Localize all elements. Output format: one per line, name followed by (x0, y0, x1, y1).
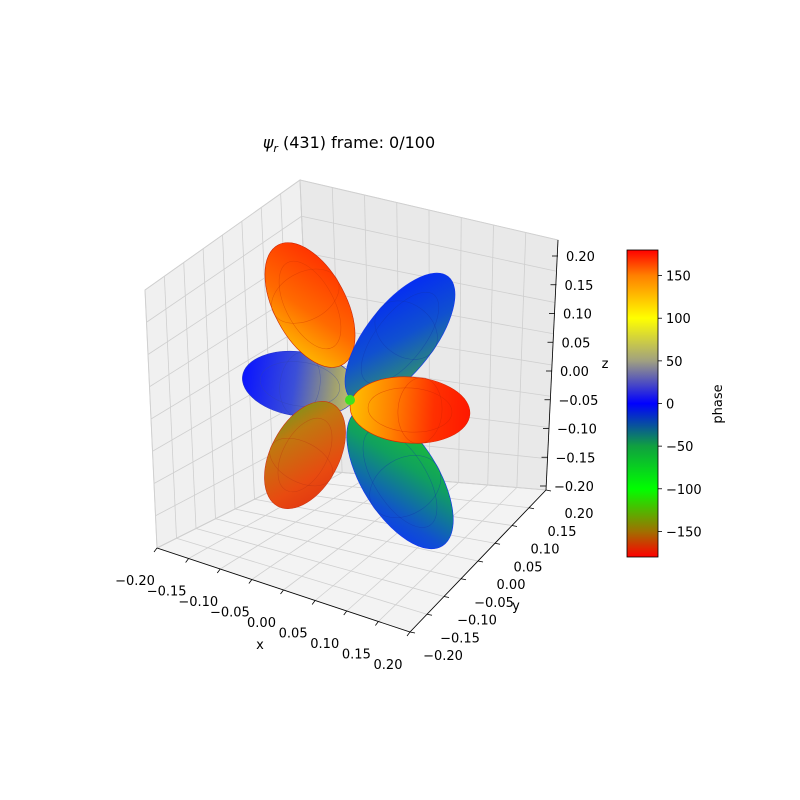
z-tick-label: 0.20 (566, 250, 595, 265)
back-grid-z (299, 179, 559, 241)
x-tick-label: 0.10 (310, 637, 339, 652)
x-tick-mark (153, 547, 158, 553)
x-tick-mark (185, 558, 189, 563)
y-tick-mark (460, 578, 467, 581)
floor-grid-y (234, 508, 479, 562)
x-tick-mark (375, 621, 379, 626)
x-tick-label: −0.10 (178, 595, 218, 610)
lobe-lower-left (264, 401, 346, 509)
z-tick-label: −0.10 (557, 423, 597, 438)
colorbar: 150 100 50 0 −50 −100 −150 phase (626, 249, 726, 558)
y-tick-mark (511, 525, 518, 527)
left-grid-z (146, 215, 302, 323)
x-tick-label: −0.05 (210, 606, 250, 621)
y-tick-label: −0.20 (423, 649, 463, 664)
x-tick-mark (406, 631, 411, 637)
y-tick-label: 0.10 (531, 543, 560, 558)
back-grid-y (487, 224, 494, 486)
floor-grid-x (378, 487, 518, 622)
colorbar-tick-label: 0 (666, 398, 674, 413)
x-tick-label: 0.05 (279, 627, 308, 642)
x-tick-mark (311, 600, 316, 605)
colorbar-tick-label: 100 (666, 312, 691, 327)
orbital-surface (242, 242, 471, 550)
colorbar-tick-label: 150 (666, 270, 691, 285)
z-tick-label: 0.15 (565, 279, 594, 294)
colorbar-label: phase (711, 384, 726, 423)
left-grid-z (144, 179, 301, 291)
title-symbol: ψ (263, 133, 274, 152)
y-tick-label: 0.15 (548, 525, 577, 540)
back-grid-z (301, 215, 557, 272)
colorbar-tick-label: −100 (666, 483, 702, 498)
y-tick-mark (545, 489, 552, 492)
title-subscript: r (273, 142, 279, 155)
chart-title: ψr (431) frame: 0/100 (263, 133, 435, 155)
colorbar-tick-label: −50 (666, 440, 693, 455)
y-tick-mark (426, 613, 433, 616)
y-tick-label: 0.05 (514, 560, 543, 575)
left-grid-x (241, 221, 255, 500)
left-grid-x (260, 207, 275, 490)
x-tick-mark (248, 579, 253, 584)
z-tick-label: −0.20 (554, 480, 594, 495)
floor-grid-x (346, 484, 489, 612)
z-axis-line (545, 239, 559, 491)
x-ticks: −0.20−0.15−0.10−0.050.000.050.100.150.20 (115, 547, 411, 673)
y-tick-mark (477, 560, 484, 563)
left-grid-z (150, 324, 307, 420)
x-tick-mark (343, 610, 348, 616)
x-tick-label: −0.15 (147, 585, 187, 600)
title-rest: (431) frame: 0/100 (278, 133, 435, 152)
z-tick-label: −0.15 (556, 451, 596, 466)
x-tick-mark (216, 568, 221, 574)
z-tick-label: 0.05 (562, 336, 591, 351)
y-tick-label: −0.05 (474, 596, 514, 611)
y-tick-mark (443, 596, 450, 598)
x-tick-label: 0.20 (374, 658, 403, 673)
y-tick-label: 0.00 (497, 578, 526, 593)
z-tick-label: −0.05 (559, 394, 599, 409)
nucleus-node (345, 395, 355, 405)
y-tick-label: −0.15 (440, 631, 480, 646)
y-ticks: −0.20 −0.15 −0.10 −0.05 0.00 0.05 0.10 0.15 0.20 (409, 489, 594, 664)
colorbar-gradient (626, 249, 659, 558)
x-tick-mark (280, 589, 284, 595)
z-tick-label: 0.00 (560, 365, 589, 380)
lobe-right (349, 376, 471, 444)
z-tick-label: 0.10 (563, 308, 592, 323)
y-tick-label: 0.20 (565, 507, 594, 522)
x-tick-label: 0.15 (342, 648, 371, 663)
colorbar-tick-label: −150 (666, 525, 702, 540)
x-axis-label: x (256, 638, 264, 653)
x-tick-label: −0.20 (115, 574, 155, 589)
lobe-lower-right (346, 406, 454, 550)
z-axis-label: z (602, 357, 609, 372)
colorbar-ticks: 150 100 50 0 −50 −100 −150 (658, 270, 702, 540)
back-grid-y (458, 217, 462, 483)
colorbar-tick-label: 50 (666, 355, 683, 370)
y-axis-label: y (512, 599, 520, 614)
y-tick-label: −0.10 (457, 614, 497, 629)
y-tick-mark (528, 507, 535, 510)
y-tick-mark (409, 631, 416, 634)
lobe-upper-left (264, 242, 356, 368)
y-tick-mark (494, 542, 501, 545)
z-ticks: −0.20 −0.15 −0.10 −0.05 0.00 0.05 0.10 0.15 0.20 (540, 250, 598, 495)
x-tick-label: 0.00 (247, 616, 276, 631)
back-grid-y (516, 232, 527, 488)
